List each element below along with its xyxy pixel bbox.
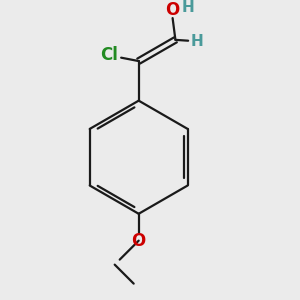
Text: H: H — [182, 0, 194, 15]
Text: Cl: Cl — [100, 46, 118, 64]
Text: O: O — [166, 1, 180, 19]
Text: H: H — [190, 34, 203, 49]
Text: O: O — [132, 232, 146, 250]
